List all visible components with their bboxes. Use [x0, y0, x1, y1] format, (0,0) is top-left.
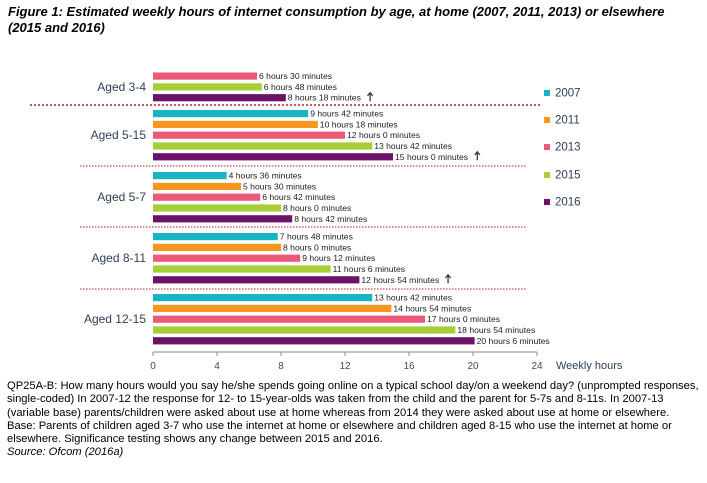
- legend-label-2015: 2015: [555, 170, 581, 182]
- bar-aged-12-15-2015: [153, 326, 456, 334]
- bar-aged-3-4-2016: [153, 94, 286, 102]
- x-tick-label: 0: [150, 361, 156, 372]
- bar-aged-8-11-2007: [153, 233, 278, 241]
- bar-aged-5-7-2016: [153, 215, 293, 223]
- bar-aged-5-7-2015: [153, 204, 281, 212]
- legend-swatch-2011: [544, 117, 550, 123]
- source-note: Source: Ofcom (2016a): [7, 446, 124, 459]
- data-label: 8 hours 0 minutes: [283, 203, 351, 213]
- data-label: 15 hours 0 minutes: [395, 152, 468, 162]
- data-label: 9 hours 12 minutes: [302, 253, 375, 263]
- data-label: 11 hours 6 minutes: [333, 264, 405, 274]
- legend-swatch-2016: [544, 199, 550, 205]
- legend-swatch-2015: [544, 172, 550, 178]
- data-label: 8 hours 18 minutes: [288, 93, 361, 103]
- bar-aged-12-15-2013: [153, 315, 425, 323]
- legend-label-2007: 2007: [555, 88, 581, 100]
- data-label: 18 hours 54 minutes: [457, 325, 535, 335]
- legend-label-2013: 2013: [555, 142, 581, 154]
- bar-aged-5-15-2016: [153, 153, 393, 161]
- x-tick-label: 24: [531, 361, 543, 372]
- question-note: QP25A-B: How many hours would you say he…: [7, 380, 699, 419]
- bar-aged-5-7-2011: [153, 182, 241, 190]
- bar-aged-12-15-2016: [153, 337, 475, 345]
- legend-swatch-2007: [544, 90, 550, 96]
- x-axis-label: Weekly hours: [556, 360, 623, 372]
- bar-aged-3-4-2015: [153, 83, 262, 91]
- data-label: 10 hours 18 minutes: [320, 119, 398, 129]
- legend-swatch-2013: [544, 144, 550, 150]
- bar-aged-12-15-2011: [153, 304, 392, 312]
- significance-up-arrow-icon: [474, 150, 481, 161]
- bar-aged-8-11-2013: [153, 254, 301, 262]
- significance-up-arrow-icon: [366, 91, 374, 102]
- bar-aged-8-11-2011: [153, 243, 281, 251]
- bar-aged-5-15-2015: [153, 142, 373, 150]
- bar-aged-5-7-2013: [153, 193, 261, 201]
- group-label-aged-5-7: Aged 5-7: [97, 190, 146, 204]
- bar-aged-5-15-2011: [153, 120, 318, 128]
- data-label: 20 hours 6 minutes: [477, 336, 550, 346]
- data-label: 17 hours 0 minutes: [427, 314, 500, 324]
- x-tick-label: 20: [467, 361, 479, 372]
- bar-aged-8-11-2016: [153, 276, 360, 284]
- x-tick-label: 16: [403, 361, 415, 372]
- data-label: 13 hours 42 minutes: [374, 141, 452, 151]
- data-label: 6 hours 42 minutes: [262, 192, 335, 202]
- group-label-aged-5-15: Aged 5-15: [91, 128, 147, 142]
- data-label: 6 hours 30 minutes: [259, 71, 332, 81]
- significance-up-arrow-icon: [444, 273, 452, 284]
- data-label: 7 hours 48 minutes: [280, 232, 353, 242]
- x-tick-label: 8: [278, 361, 284, 372]
- group-label-aged-8-11: Aged 8-11: [92, 251, 147, 265]
- x-tick-label: 4: [214, 361, 220, 372]
- group-label-aged-3-4: Aged 3-4: [97, 80, 146, 94]
- legend-label-2016: 2016: [555, 197, 581, 209]
- figure-title: Figure 1: Estimated weekly hours of inte…: [8, 4, 665, 35]
- data-label: 5 hours 30 minutes: [243, 181, 316, 191]
- bar-aged-5-15-2007: [153, 110, 309, 118]
- data-label: 14 hours 54 minutes: [393, 303, 471, 313]
- bar-aged-12-15-2007: [153, 294, 373, 302]
- base-note: Base: Parents of children aged 3-7 who u…: [7, 419, 672, 446]
- bar-aged-3-4-2013: [153, 72, 257, 80]
- data-label: 8 hours 0 minutes: [283, 242, 351, 252]
- chart-notes: QP25A-B: How many hours would you say he…: [7, 380, 703, 460]
- data-label: 13 hours 42 minutes: [374, 293, 452, 303]
- data-label: 12 hours 0 minutes: [347, 130, 420, 140]
- data-label: 12 hours 54 minutes: [361, 275, 439, 285]
- bar-aged-5-15-2013: [153, 131, 345, 139]
- legend-label-2011: 2011: [555, 115, 580, 127]
- bar-aged-8-11-2015: [153, 265, 331, 273]
- data-label: 8 hours 42 minutes: [294, 214, 367, 224]
- x-tick-label: 12: [339, 361, 351, 372]
- data-label: 6 hours 48 minutes: [264, 82, 337, 92]
- data-label: 4 hours 36 minutes: [229, 171, 302, 181]
- bar-aged-5-7-2007: [153, 172, 227, 180]
- group-label-aged-12-15: Aged 12-15: [84, 312, 146, 326]
- data-label: 9 hours 42 minutes: [310, 109, 383, 119]
